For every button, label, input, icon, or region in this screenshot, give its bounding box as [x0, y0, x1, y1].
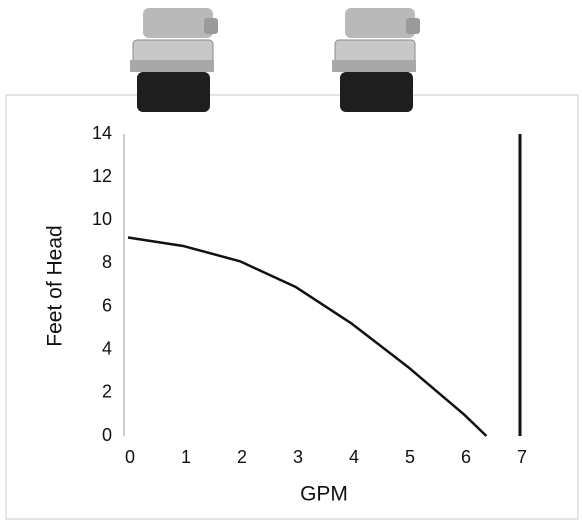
product-image — [332, 8, 420, 112]
product-image — [130, 8, 218, 112]
y-tick-label: 2 — [102, 382, 112, 402]
x-tick-label: 0 — [125, 447, 135, 467]
x-tick-label: 4 — [349, 447, 359, 467]
y-tick-label: 6 — [102, 295, 112, 315]
y-tick-label: 8 — [102, 252, 112, 272]
x-tick-label: 5 — [405, 447, 415, 467]
x-tick-label: 1 — [181, 447, 191, 467]
x-tick-label: 2 — [237, 447, 247, 467]
x-axis-title: GPM — [300, 483, 348, 506]
chart-panel — [5, 94, 579, 520]
x-tick-label: 7 — [517, 447, 527, 467]
x-tick-label: 6 — [461, 447, 471, 467]
y-tick-label: 0 — [102, 425, 112, 445]
line-series — [127, 236, 488, 437]
y-axis-title: Feet of Head — [44, 225, 67, 346]
x-tick-label: 3 — [293, 447, 303, 467]
y-tick-label: 10 — [92, 209, 112, 229]
y-tick-label: 4 — [102, 338, 112, 358]
y-tick-label: 12 — [92, 166, 112, 186]
y-tick-label: 14 — [92, 123, 112, 143]
